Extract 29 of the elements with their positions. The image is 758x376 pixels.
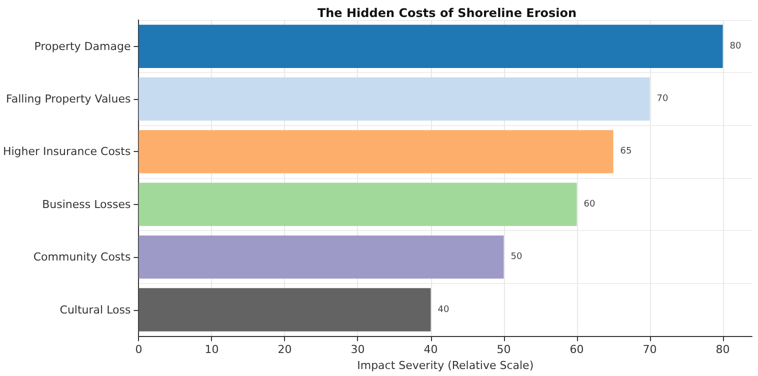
y-tick-label: Higher Insurance Costs — [2, 145, 131, 158]
x-tick-label: 80 — [716, 343, 730, 356]
x-axis-title: Impact Severity (Relative Scale) — [357, 359, 534, 372]
y-tick-label: Business Losses — [42, 198, 131, 211]
data-label: 50 — [510, 252, 522, 262]
bar — [138, 24, 723, 68]
x-tick-label: 10 — [204, 343, 219, 356]
bar — [138, 130, 614, 174]
bar — [138, 77, 650, 121]
chart-title: The Hidden Costs of Shoreline Erosion — [317, 6, 577, 20]
x-tick-label: 0 — [135, 343, 142, 356]
y-tick-label: Falling Property Values — [6, 92, 131, 106]
data-label: 40 — [438, 304, 450, 315]
bar — [138, 182, 577, 226]
data-label: 70 — [656, 94, 669, 104]
x-tick-label: 50 — [496, 343, 511, 356]
x-tick-label: 70 — [642, 343, 657, 356]
y-tick-label: Community Costs — [33, 250, 131, 264]
data-label: 60 — [584, 199, 596, 210]
x-tick-label: 20 — [278, 343, 292, 356]
x-tick-label: 40 — [424, 343, 438, 356]
x-tick-label: 60 — [570, 343, 584, 356]
data-label: 65 — [620, 146, 632, 157]
x-tick-label: 30 — [350, 343, 365, 356]
bar — [138, 288, 431, 332]
data-label: 80 — [730, 41, 742, 52]
y-tick-label: Property Damage — [34, 40, 131, 53]
bar — [138, 235, 504, 279]
y-tick-label: Cultural Loss — [60, 303, 131, 316]
